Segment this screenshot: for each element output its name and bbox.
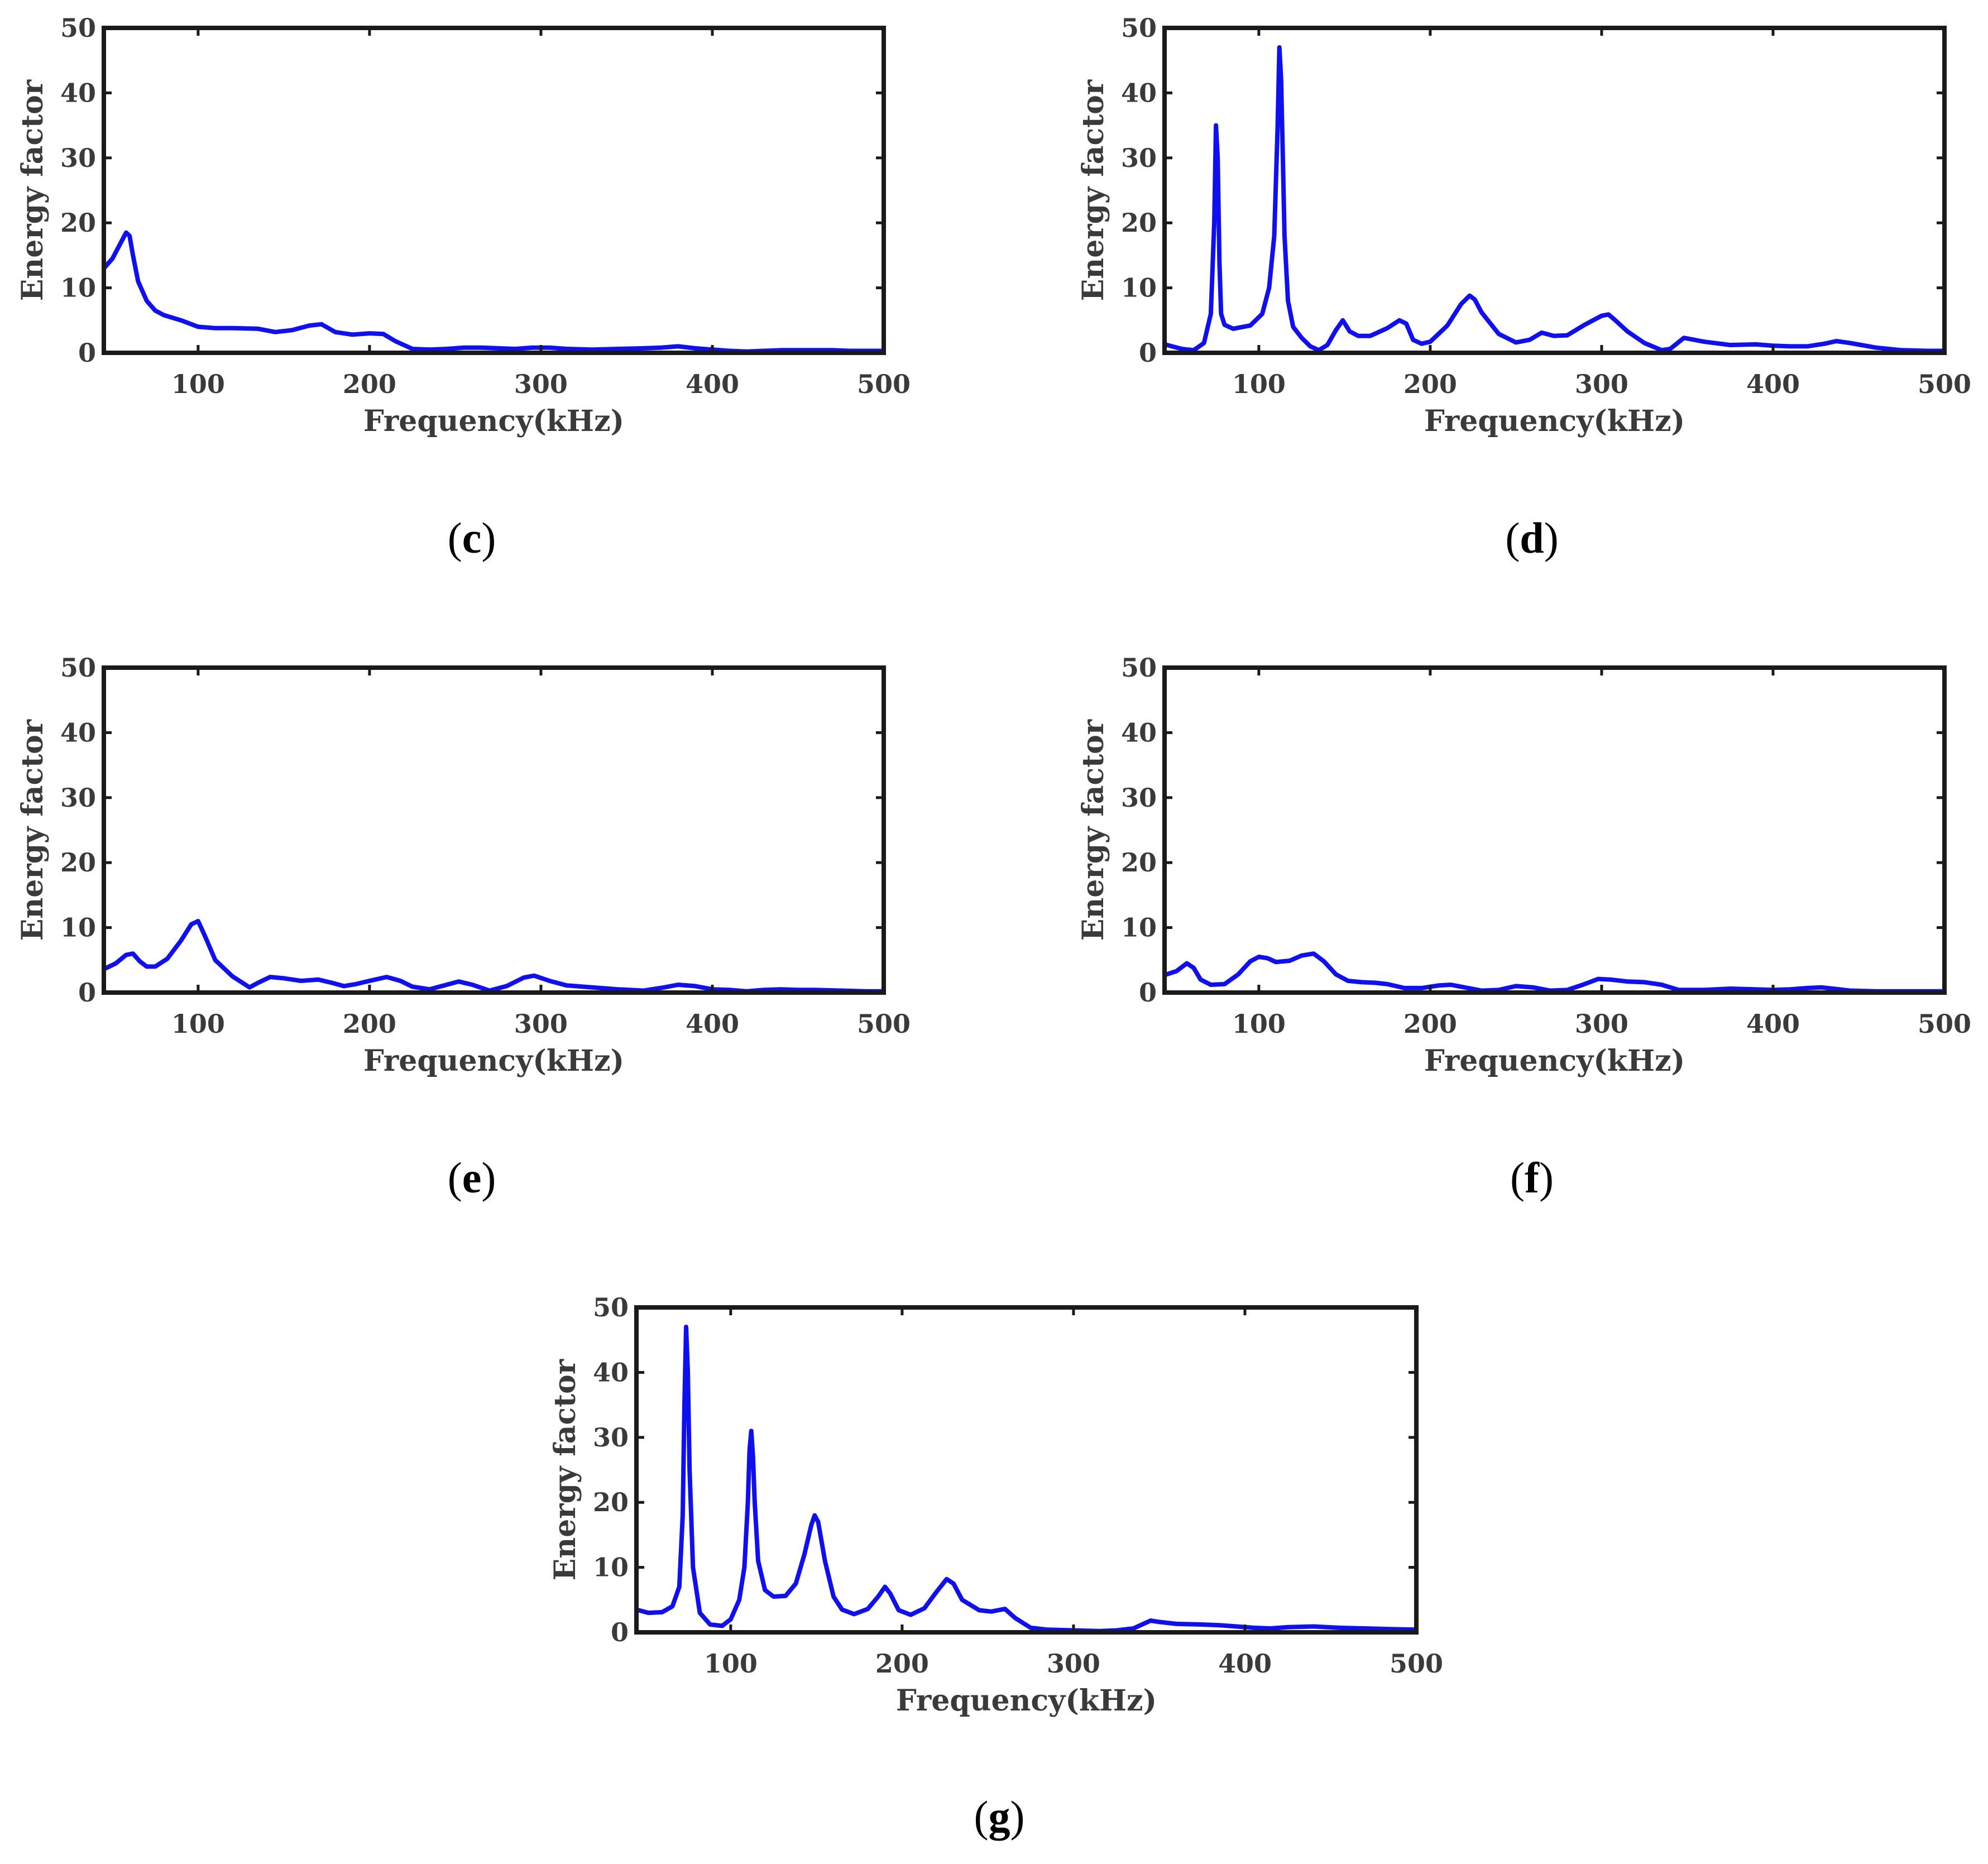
x-tick-label-e-400: 400 [686,1009,739,1039]
y-tick-label-c-0: 0 [78,338,96,368]
chart-panel-f: 0 10 20 30 40 50 100 200 300 400 500 Frequency(kHz)… [1076,653,1971,1202]
x-tick-label-c-500: 500 [857,369,911,399]
panel-caption-letter-d: d [1520,514,1544,562]
y-tick-label-g-10: 10 [593,1552,629,1583]
plot-frame-c [102,26,886,355]
panel-caption-e: (e) [448,1153,496,1202]
panel-caption-letter-g: g [989,1792,1010,1841]
y-tick-label-g-30: 30 [593,1422,629,1453]
x-tick-label-g-100: 100 [704,1649,758,1679]
y-tick-label-d-0: 0 [1139,338,1157,368]
panel-caption-d: (d) [1505,514,1558,562]
x-axis-title-d: Frequency(kHz) [1424,404,1685,438]
chart-panel-c: 0 10 20 30 40 50 100 200 300 400 500 Frequency(kHz)… [16,13,911,562]
y-tick-label-d-40: 40 [1121,78,1157,108]
panel-caption-letter-e: e [462,1153,482,1202]
x-tick-label-c-300: 300 [514,369,568,399]
y-axis-title-e: Energy factor [16,719,50,941]
series-line-e-energy [104,919,884,993]
x-tick-label-c-400: 400 [686,369,739,399]
y-tick-label-d-30: 30 [1121,143,1157,173]
x-tick-label-f-400: 400 [1746,1009,1800,1039]
y-tick-label-f-0: 0 [1139,977,1157,1008]
x-tick-label-g-400: 400 [1218,1649,1272,1679]
series-line-d-energy [1165,45,1944,353]
y-tick-label-e-50: 50 [60,653,96,683]
x-tick-label-d-300: 300 [1575,369,1628,399]
y-tick-label-f-10: 10 [1121,913,1157,943]
y-tick-label-g-50: 50 [593,1292,629,1322]
x-tick-label-e-200: 200 [343,1009,396,1039]
panel-caption-f: (f) [1510,1153,1554,1202]
x-tick-label-f-100: 100 [1232,1009,1286,1039]
x-tick-label-d-400: 400 [1746,369,1800,399]
x-tick-label-c-200: 200 [343,369,396,399]
y-tick-label-c-40: 40 [60,78,96,108]
y-tick-label-e-20: 20 [60,847,96,878]
y-tick-label-f-40: 40 [1121,717,1157,747]
series-line-g-energy [636,1324,1416,1632]
y-tick-label-e-40: 40 [60,717,96,747]
y-tick-label-c-10: 10 [60,273,96,303]
y-axis-title-c: Energy factor [16,79,50,301]
y-tick-label-d-20: 20 [1121,208,1157,238]
x-tick-label-f-300: 300 [1575,1009,1628,1039]
y-tick-label-g-0: 0 [611,1617,629,1647]
y-tick-label-g-40: 40 [593,1357,629,1387]
x-tick-label-g-200: 200 [875,1649,929,1679]
x-tick-label-c-100: 100 [171,369,225,399]
plot-frame-g [634,1305,1419,1635]
y-tick-label-d-10: 10 [1121,273,1157,303]
panel-caption-c: (c) [448,514,496,562]
x-tick-label-f-500: 500 [1918,1009,1971,1039]
x-tick-label-f-200: 200 [1403,1009,1457,1039]
y-axis-title-d: Energy factor [1076,79,1110,301]
chart-panel-e: 0 10 20 30 40 50 100 200 300 400 500 Frequency(kHz)… [16,653,911,1202]
y-axis-title-g: Energy factor [548,1359,582,1580]
panel-caption-letter-f: f [1525,1153,1540,1202]
plot-frame-f [1162,665,1947,995]
x-axis-title-f: Frequency(kHz) [1424,1044,1685,1078]
chart-panel-d: 0 10 20 30 40 50 100 200 300 400 500 Frequency(kHz)… [1076,13,1971,562]
x-axis-title-g: Frequency(kHz) [896,1684,1157,1718]
x-axis-title-c: Frequency(kHz) [363,404,624,438]
y-axis-title-f: Energy factor [1076,719,1110,941]
x-tick-label-d-200: 200 [1403,369,1457,399]
y-tick-label-c-30: 30 [60,143,96,173]
x-tick-label-e-500: 500 [857,1009,911,1039]
x-tick-label-g-500: 500 [1390,1649,1443,1679]
panel-caption-g: (g) [974,1792,1025,1841]
y-tick-label-e-30: 30 [60,783,96,813]
y-tick-label-g-20: 20 [593,1487,629,1517]
y-tick-label-d-50: 50 [1121,13,1157,43]
x-axis-title-e: Frequency(kHz) [363,1044,624,1078]
y-tick-label-f-20: 20 [1121,847,1157,878]
y-tick-label-f-30: 30 [1121,783,1157,813]
series-line-c-energy [104,230,884,353]
x-tick-label-g-300: 300 [1047,1649,1100,1679]
x-tick-label-e-100: 100 [171,1009,225,1039]
chart-panel-g: 0 10 20 30 40 50 100 200 300 400 500 Frequency(kHz)… [548,1292,1443,1841]
y-tick-label-e-10: 10 [60,913,96,943]
plot-frame-e [102,665,886,995]
x-tick-label-d-100: 100 [1232,369,1286,399]
plot-frame-d [1162,26,1947,355]
y-tick-label-c-50: 50 [60,13,96,43]
y-tick-label-f-50: 50 [1121,653,1157,683]
x-tick-label-d-500: 500 [1918,369,1971,399]
panel-caption-letter-c: c [462,514,482,562]
series-line-f-energy [1165,951,1944,993]
y-tick-label-e-0: 0 [78,977,96,1008]
y-tick-label-c-20: 20 [60,208,96,238]
x-tick-label-e-300: 300 [514,1009,568,1039]
